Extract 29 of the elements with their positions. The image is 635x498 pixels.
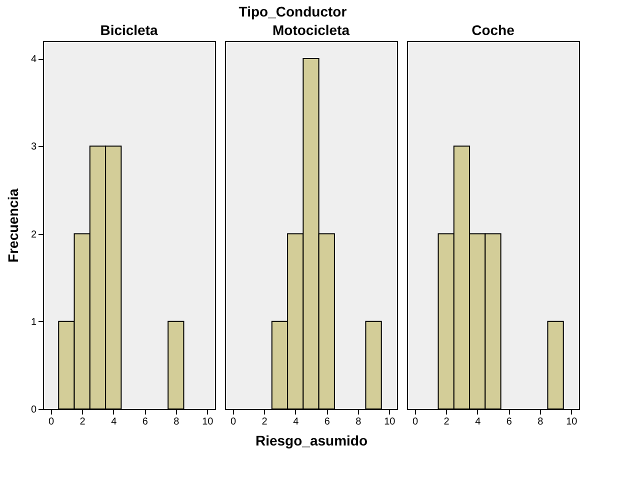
y-tick-label: 2 xyxy=(30,229,37,240)
y-tick-label: 0 xyxy=(30,404,37,416)
x-tick-label: 8 xyxy=(356,416,362,428)
x-tick-label: 10 xyxy=(202,416,214,428)
x-tick-label: 4 xyxy=(293,416,300,428)
x-tick-label: 0 xyxy=(48,416,55,428)
y-tick-label: 3 xyxy=(30,142,37,153)
x-tick-label: 2 xyxy=(80,416,86,428)
text: Tipo_Conductor xyxy=(238,4,348,20)
x-tick-label: 0 xyxy=(230,416,237,428)
x-tick-label: 8 xyxy=(538,416,544,428)
y-axis-title: Frecuencia xyxy=(4,188,21,262)
x-tick-label: 2 xyxy=(444,416,450,428)
x-tick-label: 6 xyxy=(324,416,330,428)
x-tick-label: 6 xyxy=(142,416,148,428)
chart-title: Bicicleta xyxy=(100,22,158,38)
x-tick-label: 2 xyxy=(262,416,268,428)
chart-title: Coche xyxy=(472,22,515,38)
x-tick-label: 10 xyxy=(384,416,396,428)
x-tick-label: 8 xyxy=(174,416,180,428)
x-tick-label: 4 xyxy=(475,416,482,428)
y-tick-label: 4 xyxy=(30,54,37,66)
x-tick-label: 6 xyxy=(506,416,512,428)
chart-title: Motocicleta xyxy=(272,22,350,38)
x-tick-label: 4 xyxy=(111,416,118,428)
x-tick-label: 0 xyxy=(412,416,419,428)
x-tick-label: 10 xyxy=(566,416,578,428)
x-axis-title: Riesgo_asumido xyxy=(255,432,368,448)
y-tick-label: 1 xyxy=(30,316,37,328)
